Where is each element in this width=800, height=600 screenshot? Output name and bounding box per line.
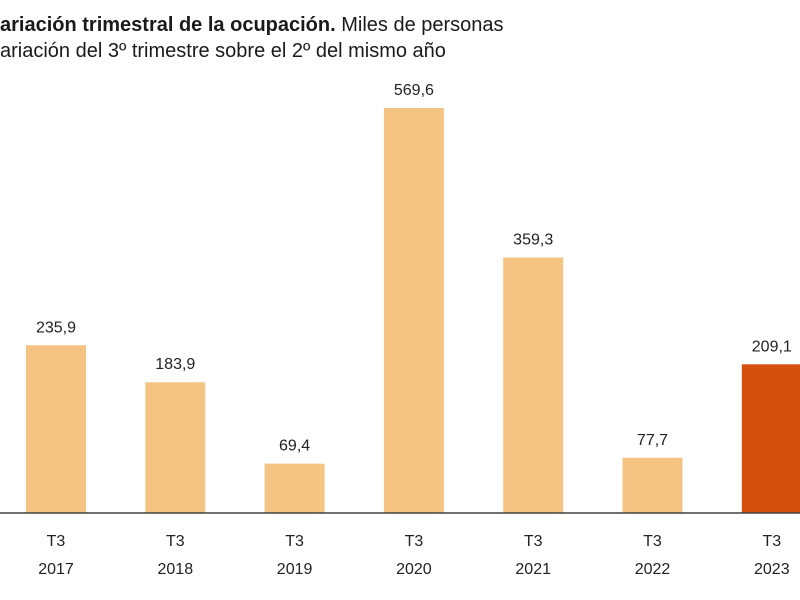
chart-header: ariación trimestral de la ocupación. Mil…	[0, 12, 800, 64]
x-tick-quarter-2017: T3	[47, 533, 66, 550]
bar-2022	[622, 457, 683, 513]
x-tick-year-2021: 2021	[515, 561, 551, 578]
value-label-2017: 235,9	[36, 319, 76, 336]
x-tick-year-2019: 2019	[277, 561, 313, 578]
x-tick-year-2017: 2017	[38, 561, 74, 578]
x-tick-quarter-2022: T3	[643, 533, 662, 550]
x-tick-quarter-2020: T3	[405, 533, 424, 550]
value-label-2021: 359,3	[513, 232, 553, 249]
labels-layer: 235,9 T3 2017 183,9 T3 2018 69,4 T3 2019 569,6 T3 2…	[36, 82, 792, 578]
value-label-2019: 69,4	[279, 438, 310, 455]
x-tick-quarter-2019: T3	[285, 533, 304, 550]
bar-2021	[503, 257, 564, 513]
x-tick-year-2022: 2022	[635, 561, 671, 578]
bar-2017	[26, 345, 86, 513]
x-tick-quarter-2023: T3	[762, 533, 781, 550]
x-tick-quarter-2021: T3	[524, 533, 543, 550]
chart-title-bold: ariación trimestral de la ocupación.	[0, 14, 336, 36]
x-tick-year-2020: 2020	[396, 561, 432, 578]
value-label-2018: 183,9	[155, 356, 195, 373]
x-tick-quarter-2018: T3	[166, 533, 185, 550]
chart-title-unit: Miles de personas	[335, 14, 504, 36]
bar-2018	[145, 382, 206, 513]
value-label-2020: 569,6	[394, 82, 434, 99]
x-tick-year-2023: 2023	[754, 561, 790, 578]
x-tick-year-2018: 2018	[158, 561, 194, 578]
bar-2023	[741, 364, 800, 513]
bar-2019	[264, 463, 325, 513]
chart-subtitle: ariación del 3º trimestre sobre el 2º de…	[0, 40, 446, 62]
value-label-2023: 209,1	[752, 338, 792, 355]
bars-layer	[26, 108, 800, 513]
value-label-2022: 77,7	[637, 432, 668, 449]
chart-title: ariación trimestral de la ocupación. Mil…	[0, 12, 800, 38]
bar-2020	[383, 108, 444, 513]
